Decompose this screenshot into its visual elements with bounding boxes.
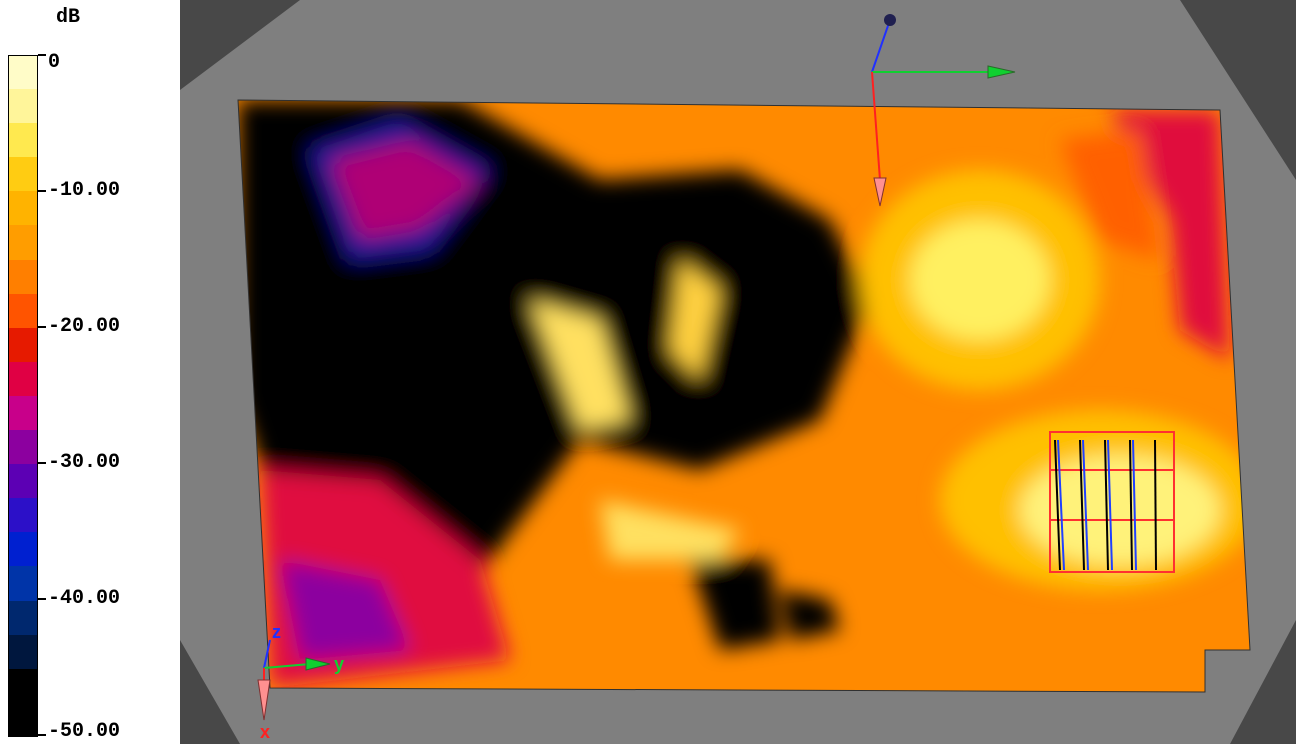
colorbar-tick-label: -30.00 — [48, 451, 121, 474]
colorbar-tick-label: -50.00 — [48, 720, 121, 743]
colorbar-segment — [8, 600, 38, 635]
colorbar-unit-label: dB — [56, 6, 81, 29]
colorbar-segment — [8, 225, 38, 260]
colorbar-segment — [8, 702, 38, 737]
origin-axis-triad: z y x — [257, 622, 344, 742]
colorbar-segment — [8, 634, 38, 669]
colorbar-tick-mark — [38, 326, 46, 328]
colorbar-tick-mark — [38, 54, 46, 56]
colorbar-gradient — [8, 55, 38, 737]
axis-label-y: y — [334, 654, 344, 674]
colorbar-segment — [8, 259, 38, 294]
colorbar-tick-mark — [38, 190, 46, 192]
device-grid — [1049, 431, 1175, 573]
colorbar-tick-label: -20.00 — [48, 315, 121, 338]
colorbar-segment — [8, 668, 38, 703]
colorbar-segment — [8, 361, 38, 396]
colorbar-segment — [8, 430, 38, 465]
axis-label-x: x — [260, 722, 270, 742]
colorbar-tick-label: 0 — [48, 51, 61, 74]
colorbar-segment — [8, 532, 38, 567]
colorbar-segment — [8, 293, 38, 328]
colorbar-tick-mark — [38, 734, 46, 736]
colorbar-tick-mark — [38, 598, 46, 600]
colorbar-tick-mark — [38, 462, 46, 464]
plane-edge — [237, 99, 1251, 693]
colorbar-segment — [8, 55, 38, 90]
colorbar-segment — [8, 89, 38, 124]
colorbar-segment — [8, 498, 38, 533]
axis-label-z: z — [272, 622, 281, 642]
colorbar-segment — [8, 157, 38, 192]
field-render: z y x — [180, 0, 1296, 744]
top-axis-triad — [871, 14, 1016, 207]
colorbar-segment — [8, 327, 38, 362]
colorbar-segment — [8, 395, 38, 431]
colorbar-segment — [8, 191, 38, 226]
colorbar-segment — [8, 566, 38, 601]
3d-field-viewport[interactable]: z y x — [180, 0, 1296, 744]
colorbar-segment — [8, 123, 38, 158]
colorbar-tick-label: -40.00 — [48, 587, 121, 610]
sar-field-plane — [238, 100, 1250, 692]
colorbar-segment — [8, 464, 38, 499]
colorbar-tick-label: -10.00 — [48, 179, 121, 202]
